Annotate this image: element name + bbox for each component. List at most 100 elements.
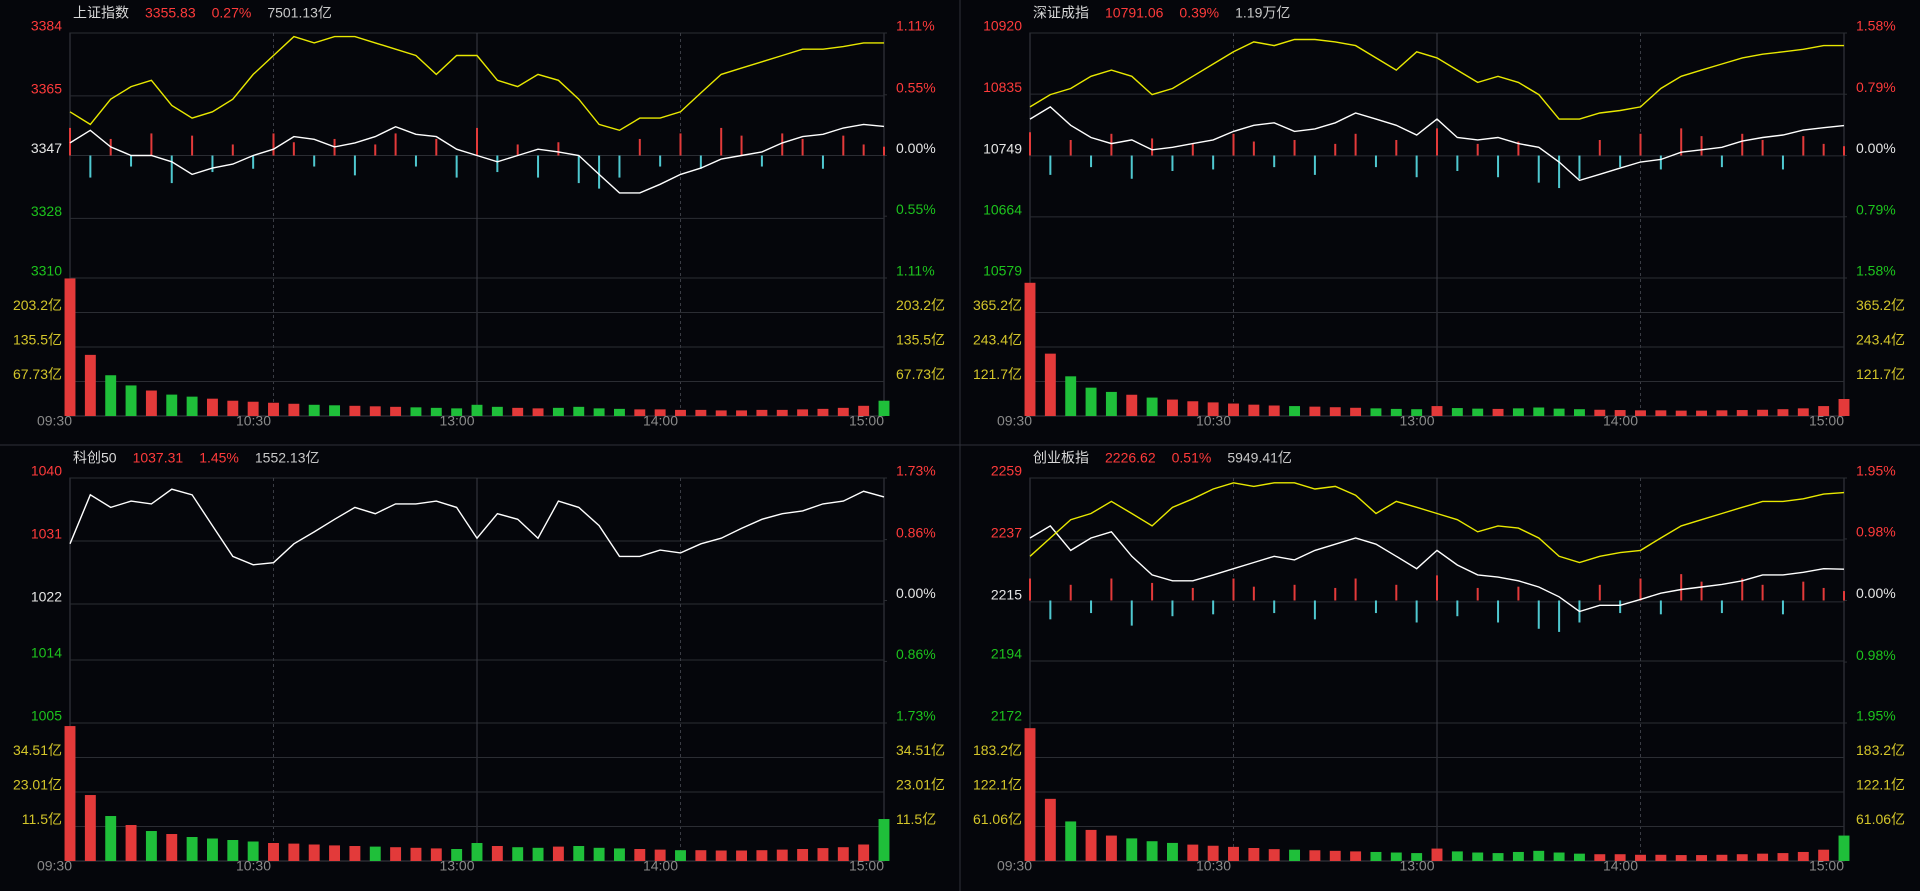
- volume-tick-label: 365.2亿: [973, 297, 1022, 313]
- y2-tick-label: 0.79%: [1856, 201, 1896, 217]
- volume-bar: [532, 408, 544, 416]
- panel: 上证指数 3355.83 0.27% 7501.13亿 3384 3365 3347 3328…: [13, 5, 945, 429]
- breadth-bar: [435, 138, 438, 156]
- volume-bar: [349, 405, 361, 416]
- x-tick-label: 09:30: [37, 413, 72, 429]
- breadth-bar: [577, 155, 580, 184]
- breadth-bar: [1191, 587, 1194, 601]
- header-change: 0.27%: [212, 5, 252, 21]
- volume-bar: [1635, 854, 1646, 861]
- volume-bar: [1512, 851, 1524, 861]
- y2-tick-label: 1.95%: [1856, 463, 1896, 479]
- volume-bar: [1777, 853, 1789, 861]
- price-line: [1029, 38, 1844, 120]
- breadth-bar: [1517, 141, 1520, 156]
- y2-tick-label: 1.58%: [1856, 18, 1896, 34]
- volume-bar: [858, 844, 870, 861]
- breadth-bar: [1130, 155, 1133, 179]
- volume-bar: [227, 400, 239, 416]
- volume-bar: [593, 847, 605, 861]
- breadth-bar: [1680, 574, 1683, 601]
- breadth-bar: [1761, 139, 1764, 156]
- volume-bar: [125, 825, 137, 861]
- breadth-bar: [1802, 136, 1805, 156]
- breadth-bar: [1578, 155, 1581, 179]
- volume-bar: [1553, 408, 1565, 416]
- breadth-bar: [211, 155, 214, 173]
- breadth-bar: [1395, 139, 1398, 156]
- x-tick-label: 10:30: [236, 858, 271, 874]
- breadth-bar: [1781, 155, 1784, 170]
- volume-tick-label: 122.1亿: [1856, 777, 1905, 793]
- volume-bar: [1187, 844, 1199, 861]
- y2-tick-label: 1.95%: [1856, 708, 1896, 724]
- volume-bar: [1085, 387, 1097, 416]
- breadth-bar: [516, 144, 519, 156]
- breadth-bar: [1822, 587, 1825, 601]
- breadth-bar: [1090, 155, 1093, 168]
- volume-bar: [532, 847, 544, 861]
- breadth-bar: [883, 146, 885, 156]
- breadth-bar: [862, 144, 865, 156]
- volume-bar: [1818, 406, 1830, 416]
- y2-tick-label: 0.55%: [896, 80, 936, 96]
- x-tick-label: 13:00: [1399, 858, 1434, 874]
- x-tick-label: 10:30: [1196, 413, 1231, 429]
- volume-bar: [1228, 403, 1239, 416]
- volume-bar: [1614, 854, 1626, 861]
- volume-bar: [247, 841, 259, 861]
- y-tick-label: 3328: [31, 203, 62, 219]
- x-tick-label: 13:00: [439, 858, 474, 874]
- breadth-bar: [476, 127, 478, 156]
- breadth-bar: [1720, 155, 1723, 168]
- breadth-bar: [1659, 155, 1662, 170]
- volume-bar: [1105, 835, 1117, 861]
- header-amount: 5949.41亿: [1227, 450, 1292, 466]
- volume-tick-label: 183.2亿: [973, 742, 1022, 758]
- breadth-bar: [1374, 600, 1377, 614]
- volume-bar: [1451, 408, 1463, 416]
- volume-bar: [1350, 407, 1362, 416]
- volume-bar: [878, 400, 890, 416]
- y2-tick-label: 0.55%: [896, 201, 936, 217]
- volume-bar: [715, 850, 727, 861]
- price-line: [69, 123, 885, 194]
- breadth-bar: [659, 155, 662, 167]
- breadth-bar: [1476, 143, 1479, 156]
- breadth-bar: [1456, 155, 1459, 172]
- breadth-bar: [1700, 581, 1703, 601]
- volume-bar: [206, 838, 218, 861]
- breadth-bar: [1354, 578, 1357, 601]
- breadth-bar: [1049, 600, 1052, 620]
- price-line: [69, 488, 885, 566]
- breadth-bar: [1659, 600, 1662, 615]
- volume-bar: [1166, 399, 1178, 416]
- volume-bar: [593, 408, 605, 416]
- volume-tick-label: 243.4亿: [1856, 332, 1905, 348]
- volume-bar: [654, 849, 666, 861]
- volume-bar: [1268, 849, 1280, 861]
- volume-tick-label: 23.01亿: [13, 777, 62, 793]
- y2-tick-label: 1.73%: [896, 708, 936, 724]
- volume-bar: [1512, 408, 1524, 416]
- volume-bar: [837, 847, 849, 861]
- volume-tick-label: 135.5亿: [13, 332, 62, 348]
- y-tick-label: 1014: [31, 645, 62, 661]
- y-tick-label: 1031: [31, 526, 62, 542]
- volume-bar: [430, 848, 442, 861]
- volume-bar: [1696, 410, 1708, 416]
- volume-bar: [573, 406, 585, 416]
- volume-bar: [1797, 851, 1809, 861]
- breadth-bar: [618, 155, 621, 178]
- volume-bar: [1126, 394, 1138, 416]
- header-amount: 1552.13亿: [255, 450, 320, 466]
- breadth-bar: [557, 142, 560, 156]
- x-tick-label: 14:00: [1603, 413, 1638, 429]
- y-tick-label: 2215: [991, 587, 1022, 603]
- breadth-bar: [1232, 133, 1235, 156]
- y2-tick-label: 0.86%: [896, 646, 936, 662]
- volume-bar: [817, 848, 829, 861]
- volume-bar: [186, 837, 198, 861]
- volume-bar: [410, 847, 422, 861]
- y-tick-label: 3310: [31, 263, 62, 279]
